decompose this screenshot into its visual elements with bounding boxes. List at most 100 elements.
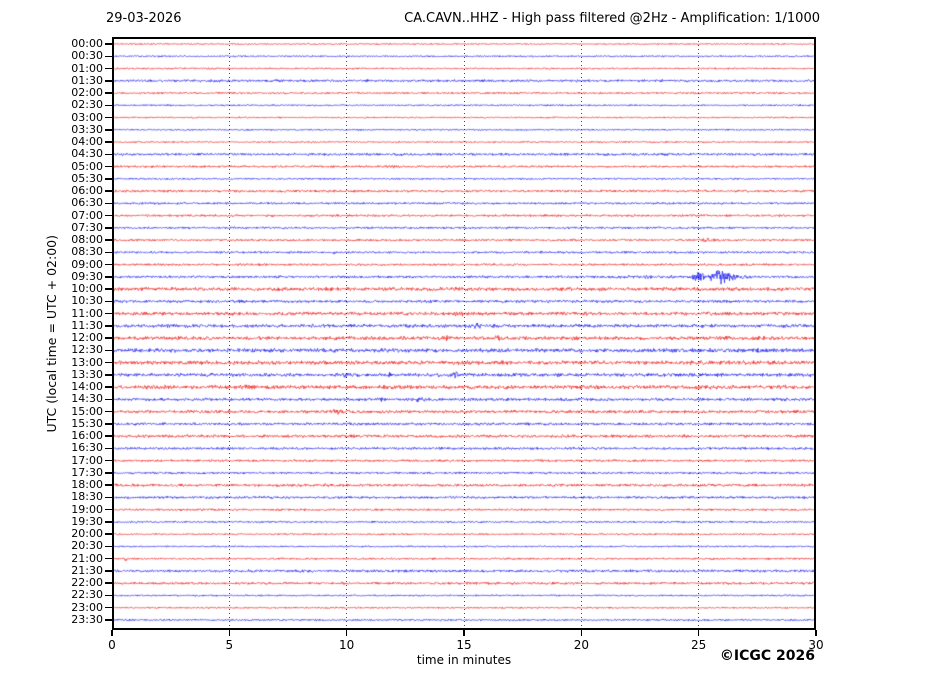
y-tick-mark bbox=[105, 80, 112, 82]
x-tick-label: 0 bbox=[108, 638, 116, 652]
y-tick-label: 07:30 bbox=[71, 220, 103, 234]
y-tick-label: 03:30 bbox=[71, 122, 103, 136]
y-tick-mark bbox=[105, 116, 112, 119]
x-tick-mark bbox=[228, 630, 231, 636]
x-tick-label: 10 bbox=[339, 638, 355, 652]
y-tick-label: 23:30 bbox=[71, 613, 103, 626]
y-tick-label: 11:00 bbox=[71, 306, 103, 320]
y-tick-mark bbox=[105, 521, 112, 523]
y-tick-mark bbox=[105, 472, 112, 474]
y-tick-label: 15:00 bbox=[71, 404, 103, 418]
y-tick-mark bbox=[105, 361, 112, 364]
y-tick-mark bbox=[105, 447, 112, 450]
y-tick-label: 15:30 bbox=[71, 416, 103, 430]
y-tick-mark bbox=[105, 141, 112, 143]
y-tick-mark bbox=[105, 349, 112, 352]
y-tick-mark bbox=[105, 325, 112, 327]
x-tick-label: 5 bbox=[225, 638, 234, 652]
y-tick-mark bbox=[105, 606, 112, 609]
x-tick-mark bbox=[463, 630, 465, 636]
y-tick-label: 02:00 bbox=[71, 86, 103, 100]
y-tick-mark bbox=[105, 508, 112, 511]
y-tick-mark bbox=[105, 374, 112, 376]
y-tick-label: 05:00 bbox=[71, 159, 103, 173]
y-tick-mark bbox=[105, 214, 112, 217]
y-tick-mark bbox=[105, 459, 112, 462]
y-tick-mark bbox=[105, 398, 112, 401]
chart-title: CA.CAVN..HHZ - High pass filtered @2Hz -… bbox=[404, 11, 820, 26]
y-tick-label: 08:30 bbox=[71, 245, 103, 259]
y-tick-mark bbox=[105, 104, 112, 107]
y-tick-label: 18:00 bbox=[71, 478, 103, 492]
date-label: 29-03-2026 bbox=[106, 11, 182, 26]
y-tick-label: 08:00 bbox=[71, 233, 103, 247]
y-tick-mark bbox=[105, 423, 112, 425]
y-tick-label: 01:00 bbox=[71, 61, 103, 75]
x-tick-label: 25 bbox=[691, 638, 707, 652]
y-tick-mark bbox=[105, 190, 112, 192]
y-tick-label: 09:00 bbox=[71, 257, 103, 271]
x-tick-label: 20 bbox=[573, 638, 589, 652]
y-tick-label: 21:00 bbox=[71, 551, 103, 565]
y-tick-label: 22:00 bbox=[71, 576, 103, 590]
y-tick-label: 19:30 bbox=[71, 514, 103, 528]
y-tick-label: 09:30 bbox=[71, 269, 103, 283]
y-tick-label: 00:00 bbox=[71, 37, 103, 50]
x-axis-label: time in minutes bbox=[416, 653, 512, 667]
x-tick-mark bbox=[815, 630, 817, 636]
y-tick-label: 07:00 bbox=[71, 208, 103, 222]
x-tick-mark bbox=[111, 630, 113, 636]
y-tick-mark bbox=[105, 300, 112, 303]
y-tick-mark bbox=[105, 582, 112, 584]
y-tick-label: 01:30 bbox=[71, 73, 103, 87]
seismogram-traces bbox=[112, 37, 816, 630]
y-tick-label: 20:30 bbox=[71, 539, 103, 553]
y-tick-label: 03:00 bbox=[71, 110, 103, 124]
y-tick-mark bbox=[105, 288, 112, 290]
y-tick-label: 10:30 bbox=[71, 294, 103, 308]
y-tick-mark bbox=[105, 227, 112, 229]
y-tick-mark bbox=[105, 92, 112, 94]
y-tick-label: 06:30 bbox=[71, 196, 103, 210]
helicorder-plot-area bbox=[112, 37, 816, 630]
y-tick-mark bbox=[105, 178, 112, 180]
y-tick-label: 21:30 bbox=[71, 563, 103, 577]
y-tick-label: 17:30 bbox=[71, 465, 103, 479]
x-tick-mark bbox=[697, 630, 700, 636]
y-tick-mark bbox=[105, 594, 112, 597]
y-tick-mark bbox=[105, 533, 112, 535]
y-tick-label: 02:30 bbox=[71, 98, 103, 112]
y-tick-label: 18:30 bbox=[71, 490, 103, 504]
y-tick-label: 16:30 bbox=[71, 441, 103, 455]
y-tick-label: 23:00 bbox=[71, 600, 103, 614]
x-tick-label: 15 bbox=[456, 638, 472, 652]
y-tick-label: 13:30 bbox=[71, 367, 103, 381]
y-tick-mark bbox=[105, 239, 112, 241]
y-tick-mark bbox=[105, 43, 112, 45]
y-tick-label: 13:00 bbox=[71, 355, 103, 369]
y-tick-label: 06:00 bbox=[71, 184, 103, 198]
y-tick-mark bbox=[105, 312, 112, 315]
y-tick-label: 22:30 bbox=[71, 588, 103, 602]
y-tick-label: 05:30 bbox=[71, 171, 103, 185]
copyright-label: ©ICGC 2026 bbox=[719, 648, 815, 664]
y-tick-label: 00:30 bbox=[71, 49, 103, 63]
y-tick-mark bbox=[105, 570, 112, 572]
y-tick-label: 17:00 bbox=[71, 453, 103, 467]
y-tick-mark bbox=[105, 337, 112, 339]
y-tick-mark bbox=[105, 386, 112, 388]
y-tick-mark bbox=[105, 263, 112, 266]
y-tick-label: 04:00 bbox=[71, 135, 103, 149]
y-tick-mark bbox=[105, 276, 112, 278]
y-tick-label: 20:00 bbox=[71, 527, 103, 541]
y-tick-mark bbox=[105, 67, 112, 70]
y-tick-mark bbox=[105, 55, 112, 57]
y-tick-label: 10:00 bbox=[71, 282, 103, 296]
y-tick-label: 04:30 bbox=[71, 147, 103, 161]
y-tick-label: 11:30 bbox=[71, 318, 103, 332]
y-tick-mark bbox=[105, 129, 112, 131]
y-tick-mark bbox=[105, 153, 112, 156]
y-tick-mark bbox=[105, 557, 112, 560]
y-tick-label: 19:00 bbox=[71, 502, 103, 516]
